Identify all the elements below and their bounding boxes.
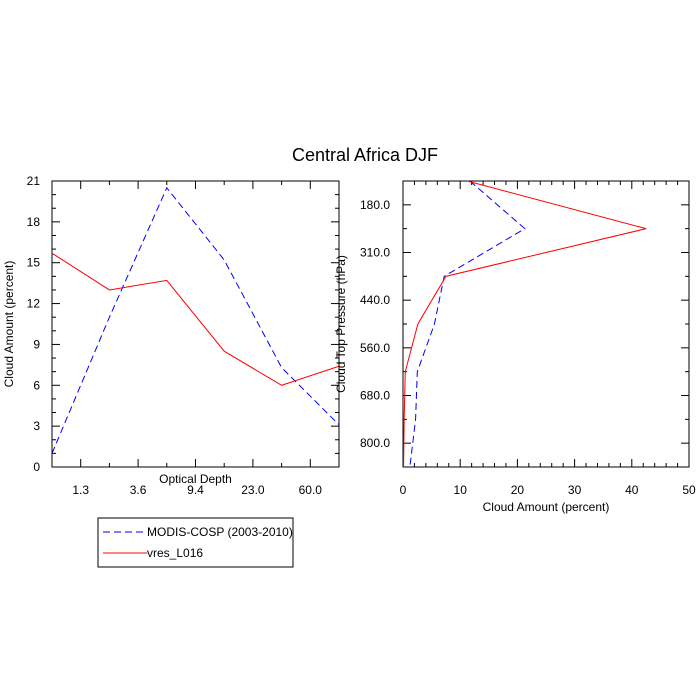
legend-box [97, 517, 294, 568]
x-tick-label: 1.3 [72, 483, 89, 497]
y-axis-label: Cloud Top Pressure (hPa) [334, 255, 348, 393]
data-point [166, 187, 167, 188]
x-axis-label: Optical Depth [159, 472, 232, 486]
y-tick-label: 560.0 [360, 341, 390, 355]
data-point [409, 467, 410, 468]
series-line-model [51, 252, 340, 386]
panel-cloud-top-pressure: 0 10 20 30 40 50 180.0 310.0 440.0 560.0 680.0 800.… [334, 180, 696, 514]
figure-title: Central Africa DJF [292, 145, 438, 165]
x-tick-label: 20 [511, 483, 525, 497]
legend-label: vres_L016 [147, 546, 203, 560]
data-point [445, 276, 446, 277]
x-tick-label: 0 [400, 483, 407, 497]
data-point [403, 467, 404, 468]
y-axis-label: Cloud Amount (percent) [2, 261, 16, 388]
y-tick-label: 680.0 [360, 389, 390, 403]
data-point [281, 385, 282, 386]
y-tick-label: 440.0 [360, 293, 390, 307]
y-tick-label: 3 [33, 419, 40, 433]
data-point [281, 367, 282, 368]
data-point [224, 351, 225, 352]
x-tick-label: 60.0 [299, 483, 323, 497]
data-point [166, 280, 167, 281]
data-point [109, 317, 110, 318]
legend: MODIS-COSP (2003-2010) vres_L016 [97, 517, 294, 568]
data-point [52, 253, 53, 254]
data-point [524, 228, 525, 229]
y-tick-label: 180.0 [360, 198, 390, 212]
y-tick-label: 6 [33, 378, 40, 392]
y-tick-label: 15 [27, 256, 41, 270]
y-tick-label: 18 [27, 215, 41, 229]
series-line-modis [51, 186, 340, 454]
series-line-modis [409, 180, 526, 468]
data-point [109, 289, 110, 290]
data-point [444, 276, 445, 277]
data-point [646, 228, 647, 229]
series-line-model [403, 180, 647, 468]
data-point [405, 371, 406, 372]
x-tick-label: 30 [568, 483, 582, 497]
x-tick-label: 40 [625, 483, 639, 497]
data-point [417, 371, 418, 372]
x-tick-label: 10 [454, 483, 468, 497]
data-point [224, 259, 225, 260]
legend-label: MODIS-COSP (2003-2010) [147, 525, 293, 539]
data-point [52, 453, 53, 454]
y-tick-label: 12 [27, 297, 41, 311]
plot-frame [402, 180, 690, 468]
y-tick-label: 800.0 [360, 436, 390, 450]
data-point [417, 324, 418, 325]
x-tick-label: 9.4 [187, 483, 204, 497]
x-tick-label: 23.0 [241, 483, 265, 497]
y-tick-label: 21 [27, 174, 41, 188]
x-tick-label: 3.6 [130, 483, 147, 497]
data-point [404, 419, 405, 420]
data-point [467, 181, 468, 182]
x-tick-label: 50 [682, 483, 696, 497]
data-point [434, 324, 435, 325]
data-point [415, 419, 416, 420]
x-axis-label: Cloud Amount (percent) [483, 500, 610, 514]
y-tick-label: 0 [33, 460, 40, 474]
y-tick-label: 310.0 [360, 246, 390, 260]
y-tick-label: 9 [33, 337, 40, 351]
panel-optical-depth: 0 3 6 9 12 15 18 21 1.3 3.6 9.4 23.0 60.0 Optical Dep… [2, 174, 340, 497]
data-point [339, 424, 340, 425]
